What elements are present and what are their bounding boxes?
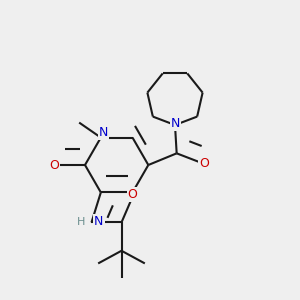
Text: N: N	[171, 117, 180, 130]
Text: O: O	[128, 188, 137, 201]
Text: N: N	[99, 126, 108, 140]
Text: O: O	[200, 157, 209, 170]
Text: H: H	[76, 217, 85, 227]
Text: O: O	[49, 158, 59, 172]
Text: N: N	[94, 215, 104, 228]
